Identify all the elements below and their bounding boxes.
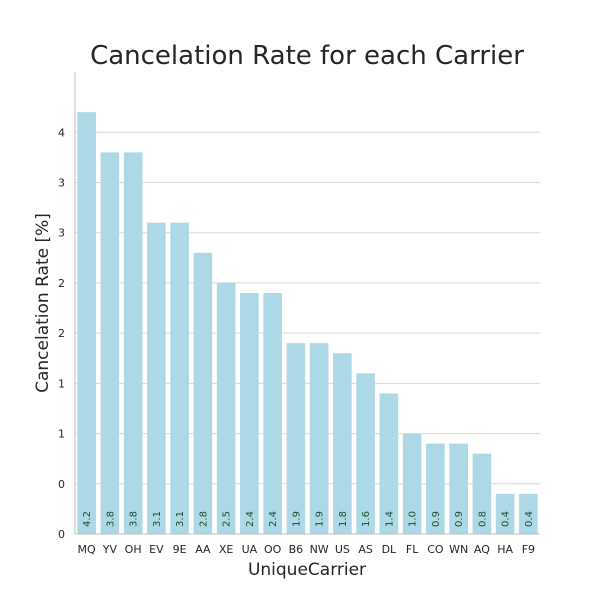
x-tick-label: HA <box>497 543 513 556</box>
x-tick-label: WN <box>449 543 468 556</box>
bar-value-label: 2.4 <box>245 511 256 527</box>
bar <box>402 433 422 534</box>
bar <box>123 152 143 534</box>
bar-value-label: 1.8 <box>338 511 349 527</box>
bar-value-label: 3.8 <box>105 511 116 527</box>
x-tick-label: DL <box>382 543 397 556</box>
bar-value-label: 3.1 <box>152 511 163 527</box>
y-tick-label: 2 <box>58 327 65 340</box>
bar-value-label: 0.8 <box>477 511 488 527</box>
bar <box>449 443 468 534</box>
y-tick-label: 3 <box>58 227 65 240</box>
bar-value-label: 1.9 <box>291 511 302 527</box>
x-axis-label: UniqueCarrier <box>248 560 366 580</box>
y-tick-label: 1 <box>58 377 65 390</box>
bar-value-label: 0.9 <box>431 511 442 527</box>
bar <box>495 493 515 534</box>
x-tick-label: OH <box>125 543 142 556</box>
bar-value-label: 2.8 <box>198 511 209 527</box>
x-tick-label: US <box>335 543 350 556</box>
bar <box>356 373 375 534</box>
x-tick-label: OO <box>264 543 282 556</box>
x-tick-label: NW <box>310 543 329 556</box>
bar <box>170 222 189 535</box>
x-tick-label: B6 <box>289 543 304 556</box>
x-tick-label: XE <box>219 543 234 556</box>
y-axis-ticks: 0 0 1 1 2 2 3 3 4 <box>58 126 65 541</box>
bar <box>263 292 282 534</box>
y-tick-label: 1 <box>58 428 65 441</box>
x-tick-label: CO <box>427 543 444 556</box>
bar <box>193 252 213 535</box>
x-axis-ticks: MQ YV OH EV 9E AA XE UA OO B6 NW US AS DL FL CO WN AQ HA F9 <box>78 543 535 556</box>
x-tick-label: YV <box>102 543 118 556</box>
bar-value-label: 0.4 <box>524 511 535 527</box>
bar <box>286 343 306 534</box>
bar <box>519 493 538 534</box>
bar-value-labels: 4.2 3.8 3.8 3.1 3.1 2.8 2.5 2.4 2.4 1.9 1.9 1.8 1.6 1… <box>82 511 535 527</box>
bars <box>77 112 538 535</box>
bar-value-label: 3.1 <box>175 511 186 527</box>
bar <box>426 443 445 534</box>
x-tick-label: MQ <box>78 543 96 556</box>
y-tick-label: 4 <box>58 126 65 139</box>
x-tick-label: AQ <box>474 543 490 556</box>
bar-value-label: 1.0 <box>408 511 419 527</box>
x-tick-label: EV <box>149 543 164 556</box>
x-tick-label: AA <box>195 543 211 556</box>
bar-value-label: 2.4 <box>268 511 279 527</box>
bar <box>77 112 96 534</box>
bar <box>100 152 120 534</box>
bar <box>240 292 259 534</box>
bar <box>472 453 492 534</box>
bar-value-label: 4.2 <box>82 511 93 527</box>
bar-value-label: 0.4 <box>501 511 512 527</box>
grid-lines <box>75 131 540 485</box>
bar-value-label: 3.8 <box>129 511 140 527</box>
y-tick-label: 3 <box>58 176 65 189</box>
y-tick-label: 2 <box>58 277 65 290</box>
bar <box>333 353 352 534</box>
y-tick-label: 0 <box>58 478 65 491</box>
x-tick-label: UA <box>242 543 258 556</box>
x-tick-label: F9 <box>522 543 535 556</box>
bar <box>216 282 236 534</box>
bar-value-label: 0.9 <box>454 511 465 527</box>
bar-value-label: 1.9 <box>315 511 326 527</box>
bar <box>309 343 329 534</box>
bar-value-label: 1.6 <box>361 511 372 527</box>
bar-value-label: 1.4 <box>384 511 395 527</box>
x-tick-label: 9E <box>173 543 187 556</box>
bar <box>379 393 399 534</box>
y-tick-label: 0 <box>58 528 65 541</box>
x-tick-label: AS <box>358 543 373 556</box>
bar-value-label: 2.5 <box>222 511 233 527</box>
x-tick-label: FL <box>406 543 419 556</box>
bar <box>147 222 166 535</box>
y-axis-label: Cancelation Rate [%] <box>33 213 53 393</box>
chart-title: Cancelation Rate for each Carrier <box>90 41 524 71</box>
